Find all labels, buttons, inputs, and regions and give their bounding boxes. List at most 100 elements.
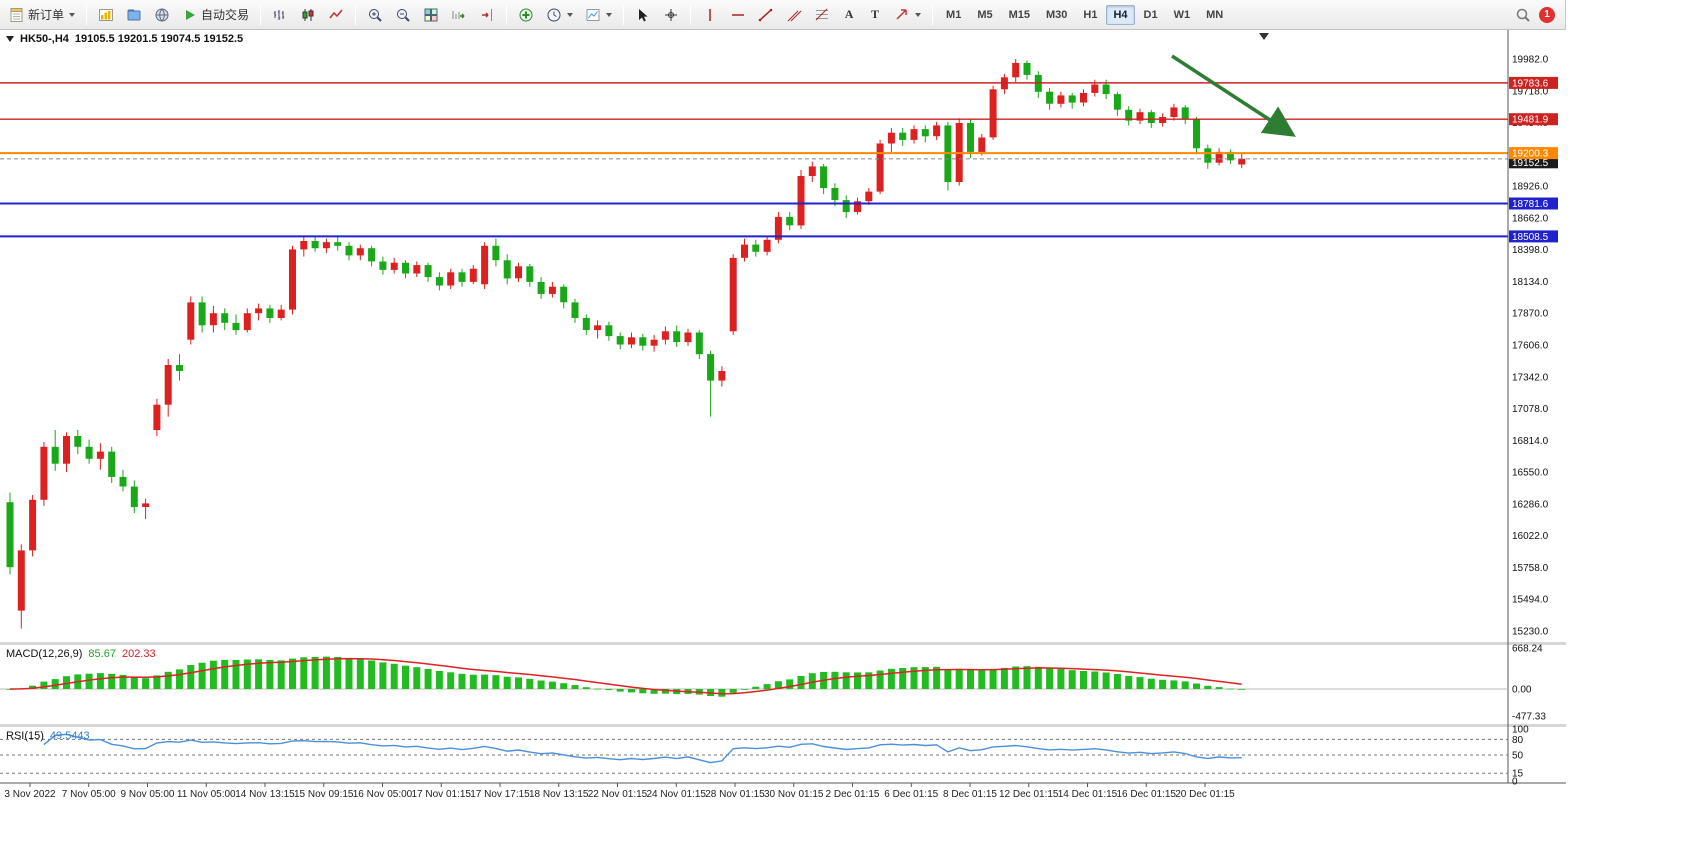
panel-splitter-macd[interactable] [0, 642, 1566, 645]
auto-scroll-button[interactable] [446, 3, 472, 27]
toolbar-separator [86, 4, 88, 25]
new-order-button[interactable]: 新订单 [4, 3, 80, 27]
periods-clock-icon [546, 7, 562, 23]
chart-window: 19982.019718.019454.019190.018926.018662… [0, 30, 1566, 866]
svg-text:17 Nov 01:15: 17 Nov 01:15 [412, 789, 472, 800]
tf-button-d1[interactable]: D1 [1143, 8, 1158, 21]
svg-text:16550.0: 16550.0 [1512, 468, 1549, 479]
tf-button-m30[interactable]: M30 [1046, 8, 1068, 21]
horizontal-line-tool-button[interactable] [725, 3, 751, 27]
macd-main-value: 85.67 [88, 648, 116, 660]
periods-button[interactable] [541, 3, 578, 27]
new-chart-button[interactable] [93, 3, 119, 27]
notification-badge[interactable]: 1 [1539, 6, 1555, 23]
crosshair-icon [663, 7, 679, 23]
indicators-button[interactable] [513, 3, 539, 27]
arrows-tool-button[interactable] [889, 3, 926, 27]
trendline-tool-button[interactable] [753, 3, 779, 27]
panel-splitter-rsi[interactable] [0, 724, 1566, 727]
svg-text:28 Nov 01:15: 28 Nov 01:15 [705, 789, 765, 800]
svg-text:18662.0: 18662.0 [1512, 213, 1549, 224]
chart-shift-marker[interactable] [1259, 33, 1269, 40]
chart-shift-button[interactable] [474, 3, 500, 27]
new-chart-icon [98, 7, 114, 23]
resistance-line-upper-tag [1509, 76, 1558, 89]
tf-button-mn[interactable]: MN [1206, 8, 1224, 21]
toolbar-separator [355, 4, 357, 25]
toolbar-separator [260, 4, 262, 25]
svg-text:50: 50 [1512, 751, 1524, 762]
svg-text:19982.0: 19982.0 [1512, 55, 1549, 66]
one-click-trading-toggle[interactable] [6, 36, 14, 42]
market-watch-button[interactable] [149, 3, 175, 27]
fibonacci-icon [814, 7, 830, 23]
svg-text:14 Nov 13:15: 14 Nov 13:15 [235, 789, 295, 800]
candlestick-chart-button[interactable] [295, 3, 321, 27]
svg-text:18 Nov 13:15: 18 Nov 13:15 [529, 789, 589, 800]
cursor-tool-button[interactable] [630, 3, 656, 27]
svg-text:0: 0 [1512, 777, 1518, 788]
svg-text:11 Nov 05:00: 11 Nov 05:00 [177, 789, 236, 800]
svg-text:-477.33: -477.33 [1512, 712, 1546, 723]
svg-text:15758.0: 15758.0 [1512, 563, 1549, 574]
chart-symbol-period: HK50-,H4 [20, 33, 69, 45]
tile-windows-button[interactable] [418, 3, 444, 27]
channel-tool-button[interactable] [781, 3, 807, 27]
text-tool-icon: A [844, 7, 854, 21]
main-toolbar: 新订单 自动交易 A T [0, 0, 1565, 30]
crosshair-tool-button[interactable] [658, 3, 684, 27]
svg-text:19152.5: 19152.5 [1512, 158, 1549, 169]
svg-text:15494.0: 15494.0 [1512, 595, 1549, 606]
profiles-button[interactable] [121, 3, 147, 27]
toolbar-separator [506, 4, 508, 25]
horizontal-line-icon [730, 7, 746, 23]
svg-text:16 Dec 01:15: 16 Dec 01:15 [1117, 789, 1177, 800]
search-icon[interactable] [1515, 7, 1531, 23]
svg-text:22 Nov 01:15: 22 Nov 01:15 [588, 789, 648, 800]
text-tool-button[interactable]: A [837, 3, 861, 27]
svg-text:6 Dec 01:15: 6 Dec 01:15 [884, 789, 938, 800]
text-label-tool-button[interactable]: T [863, 3, 887, 27]
bar-chart-icon [272, 7, 288, 23]
cursor-icon [635, 7, 651, 23]
macd-panel: 668.24 0.00 -477.33 [0, 644, 1546, 723]
rsi-value: 49.5443 [49, 730, 90, 742]
templates-button[interactable] [580, 3, 617, 27]
tf-button-w1[interactable]: W1 [1173, 8, 1191, 21]
svg-text:9 Nov 05:00: 9 Nov 05:00 [121, 789, 175, 800]
trendline-icon [758, 7, 774, 23]
bar-chart-button[interactable] [267, 3, 293, 27]
auto-scroll-icon [451, 7, 467, 23]
tf-button-h1[interactable]: H1 [1083, 8, 1098, 21]
tf-button-h4[interactable]: H4 [1106, 4, 1135, 25]
chart-canvas: 19982.019718.019454.019190.018926.018662… [0, 30, 1566, 800]
tf-button-m15[interactable]: M15 [1008, 8, 1030, 21]
svg-text:14 Dec 01:15: 14 Dec 01:15 [1058, 789, 1118, 800]
svg-text:0.00: 0.00 [1512, 685, 1532, 696]
tf-button-m1[interactable]: M1 [946, 8, 962, 21]
svg-text:18134.0: 18134.0 [1512, 277, 1549, 288]
zoom-out-button[interactable] [390, 3, 416, 27]
svg-text:100: 100 [1512, 725, 1529, 736]
trend-arrow-annotation[interactable] [1171, 54, 1296, 137]
svg-text:15 Nov 09:15: 15 Nov 09:15 [294, 789, 354, 800]
tf-button-m5[interactable]: M5 [977, 8, 993, 21]
fibonacci-tool-button[interactable] [809, 3, 835, 27]
auto-trading-icon [182, 7, 198, 23]
auto-trading-button[interactable]: 自动交易 [177, 3, 254, 27]
chart-title: HK50-,H4 19105.5 19201.5 19074.5 19152.5 [6, 33, 243, 45]
svg-text:17342.0: 17342.0 [1512, 372, 1549, 383]
indicators-icon [518, 7, 534, 23]
line-chart-button[interactable] [323, 3, 349, 27]
svg-text:3 Nov 2022: 3 Nov 2022 [4, 789, 56, 800]
vertical-line-tool-button[interactable] [697, 3, 723, 27]
price-axis: 19982.019718.019454.019190.018926.018662… [1509, 55, 1558, 638]
zoom-in-button[interactable] [362, 3, 388, 27]
candles-layer [6, 59, 1246, 629]
support-line-lower-tag [1509, 230, 1558, 243]
svg-text:80: 80 [1512, 735, 1524, 746]
svg-text:17606.0: 17606.0 [1512, 341, 1549, 352]
svg-text:12 Dec 01:15: 12 Dec 01:15 [999, 789, 1059, 800]
new-order-icon [9, 7, 25, 23]
